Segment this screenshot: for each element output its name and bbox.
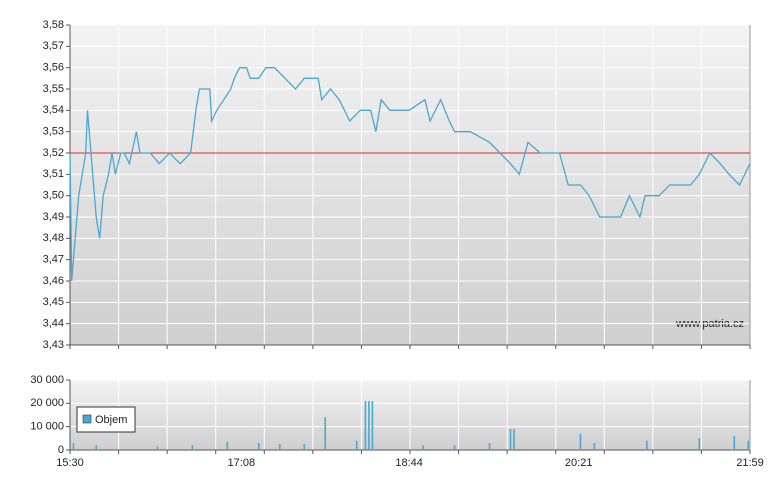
volume-bar xyxy=(488,443,491,450)
volume-bar xyxy=(422,445,424,450)
volume-bar xyxy=(303,444,306,450)
volume-bar xyxy=(355,440,358,450)
volume-bar xyxy=(593,443,596,450)
y-tick-label: 3,55 xyxy=(43,83,64,95)
volume-bar xyxy=(698,438,701,450)
x-tick-label: 15:30 xyxy=(56,457,84,469)
price-line xyxy=(69,67,751,282)
y-tick-label: 3,50 xyxy=(43,190,64,202)
y-tick-label: 3,56 xyxy=(43,62,64,74)
y-tick-label: 3,51 xyxy=(43,168,64,180)
volume-bar xyxy=(368,401,370,450)
y-tick-label: 3,45 xyxy=(43,296,64,308)
x-tick-label: 20:21 xyxy=(565,457,593,469)
y-tick-label: 10 000 xyxy=(30,421,64,433)
legend-label: Objem xyxy=(95,414,127,426)
x-tick-label: 21:59 xyxy=(736,457,764,469)
x-tick-label: 18:44 xyxy=(395,457,423,469)
volume-bar xyxy=(646,440,648,450)
y-tick-label: 30 000 xyxy=(30,374,64,386)
volume-bar xyxy=(733,436,736,450)
y-tick-label: 3,54 xyxy=(43,104,64,116)
volume-bar xyxy=(371,401,374,450)
volume-bar xyxy=(579,433,582,450)
x-tick-label: 17:08 xyxy=(228,457,256,469)
volume-bar xyxy=(191,445,194,450)
y-tick-label: 20 000 xyxy=(30,397,64,409)
volume-bar xyxy=(156,446,159,450)
y-tick-label: 3,47 xyxy=(43,254,64,266)
volume-bar xyxy=(278,444,281,450)
volume-bar xyxy=(747,440,750,450)
volume-bar xyxy=(364,401,367,450)
volume-bar xyxy=(513,429,515,450)
y-tick-label: 3,53 xyxy=(43,126,64,138)
volume-bar xyxy=(509,429,512,450)
y-tick-label: 3,49 xyxy=(43,211,64,223)
y-tick-label: 3,48 xyxy=(43,232,64,244)
volume-bar xyxy=(95,445,98,450)
y-tick-label: 0 xyxy=(58,444,64,456)
y-tick-label: 3,44 xyxy=(43,318,64,330)
y-tick-label: 3,52 xyxy=(43,147,64,159)
y-tick-label: 3,43 xyxy=(43,339,64,351)
volume-bar xyxy=(453,445,456,450)
volume-bar xyxy=(257,443,260,450)
volume-bar xyxy=(72,443,75,450)
volume-bar xyxy=(324,417,327,450)
y-tick-label: 3,57 xyxy=(43,40,64,52)
y-tick-label: 3,58 xyxy=(43,19,64,31)
legend-swatch xyxy=(82,414,92,424)
volume-bar xyxy=(226,441,229,450)
y-tick-label: 3,46 xyxy=(43,275,64,287)
